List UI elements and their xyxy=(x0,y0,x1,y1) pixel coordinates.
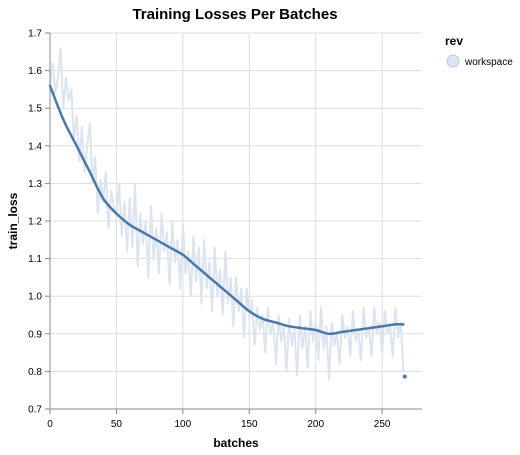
smoothed-loss-line xyxy=(48,84,405,336)
y-tick-label: 1.2 xyxy=(28,217,42,228)
chart-title: Training Losses Per Batches xyxy=(132,6,337,23)
y-tick-label: 1.7 xyxy=(28,29,42,40)
y-axis-ticks: 0.7 0.8 0.9 1.0 1.1 1.2 1.3 1.4 1.5 1.6 1.7 xyxy=(28,29,50,416)
y-tick-label: 0.8 xyxy=(28,367,42,378)
x-axis-ticks: 0 50 100 150 200 250 xyxy=(47,409,391,430)
last-loss-point xyxy=(402,374,407,379)
y-tick-label: 1.0 xyxy=(28,292,42,303)
y-tick-label: 1.5 xyxy=(28,104,42,115)
x-tick-label: 150 xyxy=(241,419,258,430)
x-axis-title: batches xyxy=(213,436,259,450)
x-tick-label: 200 xyxy=(307,419,324,430)
y-axis-title: train_loss xyxy=(6,192,20,249)
x-tick-label: 50 xyxy=(111,419,123,430)
point-layer xyxy=(402,374,407,379)
x-tick-label: 100 xyxy=(175,419,192,430)
y-tick-label: 1.1 xyxy=(28,254,42,265)
y-tick-label: 1.3 xyxy=(28,179,42,190)
y-tick-label: 1.6 xyxy=(28,66,42,77)
legend-swatch-workspace xyxy=(446,54,460,68)
y-tick-label: 1.4 xyxy=(28,141,42,152)
legend-title: rev xyxy=(445,34,463,48)
smoothed-series-layer xyxy=(48,84,405,336)
y-tick-label: 0.9 xyxy=(28,329,42,340)
legend-label-workspace: workspace xyxy=(464,57,513,68)
raw-loss-line xyxy=(49,47,405,380)
grid xyxy=(49,32,422,410)
legend: rev workspace xyxy=(445,34,513,68)
x-tick-label: 0 xyxy=(47,419,53,430)
x-tick-label: 250 xyxy=(374,419,391,430)
y-tick-label: 0.7 xyxy=(28,405,42,416)
raw-series-layer xyxy=(49,47,405,380)
